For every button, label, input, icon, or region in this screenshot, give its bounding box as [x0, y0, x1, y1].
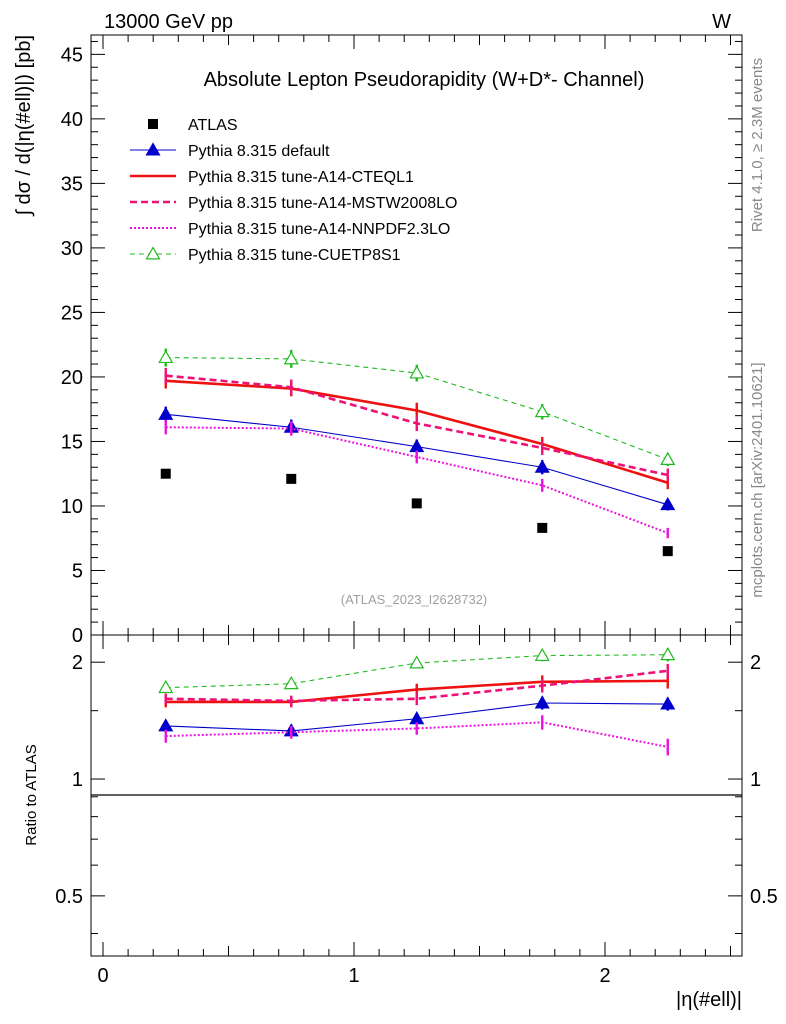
triangle-marker — [660, 496, 676, 511]
series-pythia-8-315-tune-a14-mstw2008lo — [164, 663, 669, 707]
main-y-axis-title: ∫ dσ / d(|η(#ell)|) [pb] — [13, 35, 35, 217]
legend-label: ATLAS — [188, 117, 238, 134]
ratio-tick-label-right: 0.5 — [750, 886, 778, 908]
legend-marker — [145, 142, 161, 156]
triangle-marker — [534, 695, 550, 709]
triangle-marker — [409, 655, 425, 669]
y-tick-label: 5 — [72, 560, 83, 582]
legend-label: Pythia 8.315 tune-A14-MSTW2008LO — [188, 195, 457, 212]
series-line — [165, 379, 669, 484]
triangle-marker — [158, 679, 174, 694]
chart-title: Absolute Lepton Pseudorapidity (W+D*- Ch… — [204, 69, 645, 91]
legend: ATLAS Pythia 8.315 default Pythia 8.315 tu… — [130, 117, 457, 264]
rivet-version-label: Rivet 4.1.0, ≥ 2.3M events — [749, 58, 766, 232]
legend-item: Pythia 8.315 default — [130, 142, 330, 160]
legend-marker — [145, 246, 161, 260]
series-pythia-8-315-tune-a14-nnpdf2-3lo — [164, 715, 669, 756]
series-pythia-8-315-tune-a14-nnpdf2-3lo — [164, 420, 669, 539]
analysis-label: (ATLAS_2023_I2628732) — [341, 592, 487, 607]
ratio-tick-label-left: 1 — [72, 769, 83, 791]
triangle-marker — [158, 349, 174, 364]
series-line — [165, 374, 669, 477]
ratio-tick-label-right: 2 — [750, 652, 761, 674]
data-point — [411, 498, 422, 509]
triangle-marker — [660, 451, 676, 465]
triangle-marker — [283, 351, 299, 365]
legend-label: Pythia 8.315 tune-A14-NNPDF2.3LO — [188, 221, 450, 238]
triangle-marker — [158, 718, 174, 732]
ratio-tick-label-right: 1 — [750, 769, 761, 791]
legend-label: Pythia 8.315 default — [188, 143, 330, 160]
ratio-series-group — [158, 647, 676, 756]
x-tick-label: 0 — [97, 965, 108, 987]
legend-label: Pythia 8.315 tune-A14-CTEQL1 — [188, 169, 414, 186]
triangle-marker — [534, 459, 550, 473]
legend-item: Pythia 8.315 tune-CUETP8S1 — [130, 246, 401, 264]
triangle-marker — [158, 406, 174, 420]
x-tick-label: 2 — [599, 965, 610, 987]
series-pythia-8-315-tune-cuetp8s1 — [158, 647, 676, 694]
x-axis: 0 1 2 — [97, 35, 731, 987]
series-pythia-8-315-tune-cuetp8s1 — [158, 348, 676, 466]
legend-item: ATLAS — [148, 117, 238, 134]
main-series-group — [158, 348, 676, 557]
ratio-tick-label-left: 0.5 — [55, 886, 83, 908]
triangle-marker — [660, 647, 676, 661]
y-tick-label: 25 — [61, 302, 83, 324]
series-line — [165, 669, 668, 703]
legend-item: Pythia 8.315 tune-A14-MSTW2008LO — [130, 195, 457, 212]
y-tick-label: 30 — [61, 238, 83, 260]
main-y-axis: 0 5 10 15 20 25 30 35 40 45 — [61, 40, 742, 647]
legend-item: Pythia 8.315 tune-A14-NNPDF2.3LO — [130, 221, 450, 238]
y-tick-label: 35 — [61, 173, 83, 195]
y-tick-label: 45 — [61, 44, 83, 66]
header-beam-label: 13000 GeV pp — [104, 11, 233, 33]
triangle-marker — [534, 647, 550, 662]
y-tick-label: 20 — [61, 367, 83, 389]
legend-item: Pythia 8.315 tune-A14-CTEQL1 — [130, 169, 414, 186]
y-tick-label: 40 — [61, 109, 83, 131]
legend-marker — [148, 119, 158, 129]
ratio-tick-label-left: 2 — [72, 652, 83, 674]
triangle-marker — [660, 696, 676, 710]
data-point — [537, 522, 548, 533]
legend-label: Pythia 8.315 tune-CUETP8S1 — [188, 247, 401, 264]
x-tick-label: 1 — [348, 965, 359, 987]
y-tick-label: 0 — [72, 625, 83, 647]
data-point — [662, 546, 673, 557]
data-point — [160, 468, 171, 479]
y-tick-label: 15 — [61, 431, 83, 453]
ratio-y-axis: 0.5 0.5 1 1 2 2 — [55, 652, 778, 934]
mcplots-label: mcplots.cern.ch [arXiv:2401.10621] — [749, 362, 766, 597]
series-pythia-8-315-tune-a14-mstw2008lo — [164, 367, 669, 482]
ratio-y-axis-title: Ratio to ATLAS — [23, 744, 40, 845]
y-tick-label: 10 — [61, 496, 83, 518]
series-atlas — [160, 468, 673, 557]
series-line — [165, 357, 668, 461]
x-axis-title: |η(#ell)| — [676, 989, 742, 1011]
triangle-marker — [534, 404, 550, 418]
data-point — [286, 473, 297, 484]
triangle-marker — [283, 676, 299, 690]
triangle-marker — [409, 365, 425, 379]
header-process-label: W — [712, 11, 731, 33]
